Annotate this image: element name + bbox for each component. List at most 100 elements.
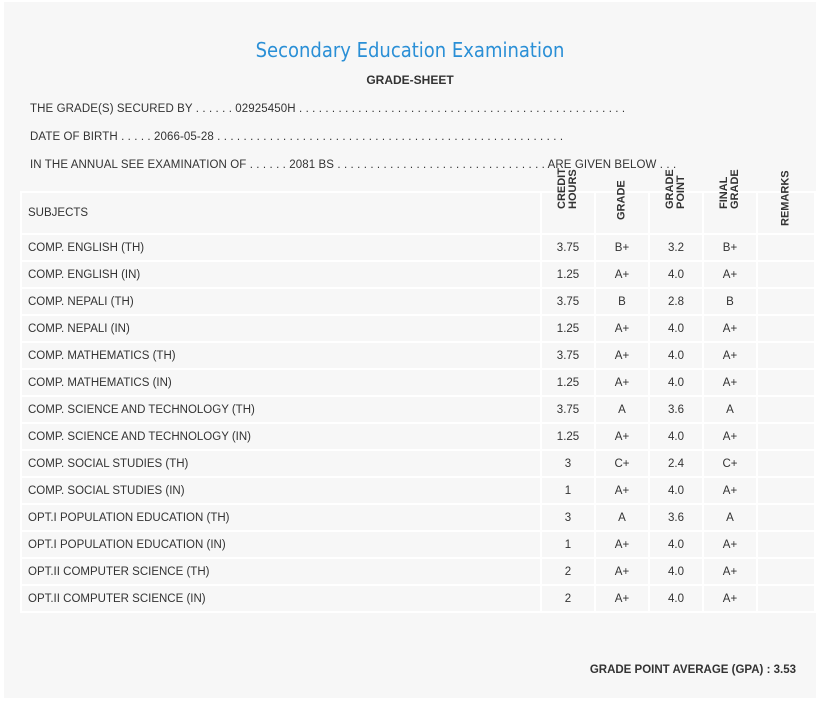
grade-cell: A+ bbox=[594, 422, 650, 451]
header-subjects: SUBJECTS bbox=[20, 191, 542, 235]
table-row: COMP. MATHEMATICS (IN) 1.25 A+ 4.0 A+ bbox=[20, 368, 816, 397]
grade-cell: B+ bbox=[594, 233, 650, 262]
subject-cell: COMP. ENGLISH (TH) bbox=[20, 233, 542, 262]
credit-hours-cell: 3.75 bbox=[540, 287, 596, 316]
page-subtitle: GRADE-SHEET bbox=[366, 73, 454, 87]
grade-cell: A+ bbox=[594, 557, 650, 586]
grade-cell: A bbox=[594, 503, 650, 532]
remarks-cell bbox=[756, 233, 816, 262]
subject-cell: OPT.II COMPUTER SCIENCE (IN) bbox=[20, 584, 542, 613]
remarks-cell bbox=[756, 368, 816, 397]
final-grade-cell: A+ bbox=[702, 260, 758, 289]
header-credit-hours: CREDIT HOURS bbox=[540, 168, 596, 235]
final-grade-cell: A+ bbox=[702, 557, 758, 586]
subject-cell: COMP. MATHEMATICS (IN) bbox=[20, 368, 542, 397]
subject-cell: COMP. SCIENCE AND TECHNOLOGY (TH) bbox=[20, 395, 542, 424]
header-final-grade: FINAL GRADE bbox=[702, 169, 758, 235]
subject-cell: COMP. NEPALI (TH) bbox=[20, 287, 542, 316]
table-row: COMP. SCIENCE AND TECHNOLOGY (IN) 1.25 A+ 4… bbox=[20, 422, 816, 451]
remarks-cell bbox=[756, 341, 816, 370]
final-grade-cell: A+ bbox=[702, 422, 758, 451]
subject-cell: COMP. ENGLISH (IN) bbox=[20, 260, 542, 289]
remarks-cell bbox=[756, 449, 816, 478]
table-row: OPT.II COMPUTER SCIENCE (TH) 2 A+ 4.0 A+ bbox=[20, 557, 816, 586]
dob-line: DATE OF BIRTH . . . . . 2066-05-28 . . .… bbox=[30, 131, 564, 143]
subject-cell: OPT.II COMPUTER SCIENCE (TH) bbox=[20, 557, 542, 586]
grade-point-cell: 4.0 bbox=[648, 422, 704, 451]
grade-point-cell: 4.0 bbox=[648, 557, 704, 586]
credit-hours-cell: 3.75 bbox=[540, 341, 596, 370]
final-grade-cell: A+ bbox=[702, 476, 758, 505]
remarks-cell bbox=[756, 557, 816, 586]
subject-cell: COMP. MATHEMATICS (TH) bbox=[20, 341, 542, 370]
remarks-cell bbox=[756, 314, 816, 343]
grade-point-cell: 4.0 bbox=[648, 314, 704, 343]
subject-cell: OPT.I POPULATION EDUCATION (TH) bbox=[20, 503, 542, 532]
subject-cell: COMP. NEPALI (IN) bbox=[20, 314, 542, 343]
subject-cell: COMP. SOCIAL STUDIES (IN) bbox=[20, 476, 542, 505]
remarks-cell bbox=[756, 476, 816, 505]
table-row: COMP. SOCIAL STUDIES (TH) 3 C+ 2.4 C+ bbox=[20, 449, 816, 478]
remarks-cell bbox=[756, 287, 816, 316]
grade-point-cell: 4.0 bbox=[648, 584, 704, 613]
final-grade-cell: A+ bbox=[702, 368, 758, 397]
grade-sheet: Secondary Education Examination GRADE-SH… bbox=[4, 2, 816, 698]
grade-point-cell: 4.0 bbox=[648, 530, 704, 559]
final-grade-cell: A+ bbox=[702, 584, 758, 613]
table-row: COMP. NEPALI (TH) 3.75 B 2.8 B bbox=[20, 287, 816, 316]
credit-hours-cell: 3 bbox=[540, 449, 596, 478]
grade-cell: B bbox=[594, 287, 650, 316]
remarks-cell bbox=[756, 503, 816, 532]
subject-cell: OPT.I POPULATION EDUCATION (IN) bbox=[20, 530, 542, 559]
remarks-cell bbox=[756, 584, 816, 613]
grade-cell: A+ bbox=[594, 530, 650, 559]
subject-cell: COMP. SCIENCE AND TECHNOLOGY (IN) bbox=[20, 422, 542, 451]
final-grade-cell: A+ bbox=[702, 314, 758, 343]
final-grade-cell: C+ bbox=[702, 449, 758, 478]
subject-cell: COMP. SOCIAL STUDIES (TH) bbox=[20, 449, 542, 478]
grade-cell: A+ bbox=[594, 260, 650, 289]
credit-hours-cell: 1 bbox=[540, 476, 596, 505]
page-title: Secondary Education Examination bbox=[255, 38, 565, 62]
final-grade-cell: B+ bbox=[702, 233, 758, 262]
final-grade-cell: B bbox=[702, 287, 758, 316]
credit-hours-cell: 1.25 bbox=[540, 368, 596, 397]
grade-cell: A+ bbox=[594, 476, 650, 505]
table-row: OPT.II COMPUTER SCIENCE (IN) 2 A+ 4.0 A+ bbox=[20, 584, 816, 613]
table-row: COMP. SOCIAL STUDIES (IN) 1 A+ 4.0 A+ bbox=[20, 476, 816, 505]
final-grade-cell: A+ bbox=[702, 341, 758, 370]
grade-point-cell: 2.4 bbox=[648, 449, 704, 478]
grade-point-cell: 4.0 bbox=[648, 476, 704, 505]
grade-cell: A+ bbox=[594, 368, 650, 397]
grade-point-cell: 3.6 bbox=[648, 503, 704, 532]
final-grade-cell: A+ bbox=[702, 530, 758, 559]
gpa: GRADE POINT AVERAGE (GPA) : 3.53 bbox=[589, 664, 796, 676]
table-row: OPT.I POPULATION EDUCATION (TH) 3 A 3.6 A bbox=[20, 503, 816, 532]
grade-point-cell: 4.0 bbox=[648, 260, 704, 289]
grade-point-cell: 3.2 bbox=[648, 233, 704, 262]
grade-cell: C+ bbox=[594, 449, 650, 478]
credit-hours-cell: 2 bbox=[540, 584, 596, 613]
final-grade-cell: A bbox=[702, 503, 758, 532]
grade-cell: A+ bbox=[594, 314, 650, 343]
credit-hours-cell: 3.75 bbox=[540, 233, 596, 262]
grade-point-cell: 3.6 bbox=[648, 395, 704, 424]
symbol-number-line: THE GRADE(S) SECURED BY . . . . . . 0292… bbox=[30, 103, 626, 115]
grade-cell: A bbox=[594, 395, 650, 424]
credit-hours-cell: 1.25 bbox=[540, 422, 596, 451]
table-row: OPT.I POPULATION EDUCATION (IN) 1 A+ 4.0 A+ bbox=[20, 530, 816, 559]
grade-cell: A+ bbox=[594, 584, 650, 613]
table-row: COMP. MATHEMATICS (TH) 3.75 A+ 4.0 A+ bbox=[20, 341, 816, 370]
grade-point-cell: 4.0 bbox=[648, 341, 704, 370]
header-grade-point: GRADE POINT bbox=[648, 169, 704, 235]
remarks-cell bbox=[756, 260, 816, 289]
credit-hours-cell: 3 bbox=[540, 503, 596, 532]
header-remarks: REMARKS bbox=[756, 170, 816, 235]
table-row: COMP. ENGLISH (TH) 3.75 B+ 3.2 B+ bbox=[20, 233, 816, 262]
table-row: COMP. NEPALI (IN) 1.25 A+ 4.0 A+ bbox=[20, 314, 816, 343]
credit-hours-cell: 3.75 bbox=[540, 395, 596, 424]
credit-hours-cell: 2 bbox=[540, 557, 596, 586]
grades-table: SUBJECTS CREDIT HOURS GRADE GRADE POINT … bbox=[20, 168, 816, 613]
grade-point-cell: 4.0 bbox=[648, 368, 704, 397]
credit-hours-cell: 1 bbox=[540, 530, 596, 559]
